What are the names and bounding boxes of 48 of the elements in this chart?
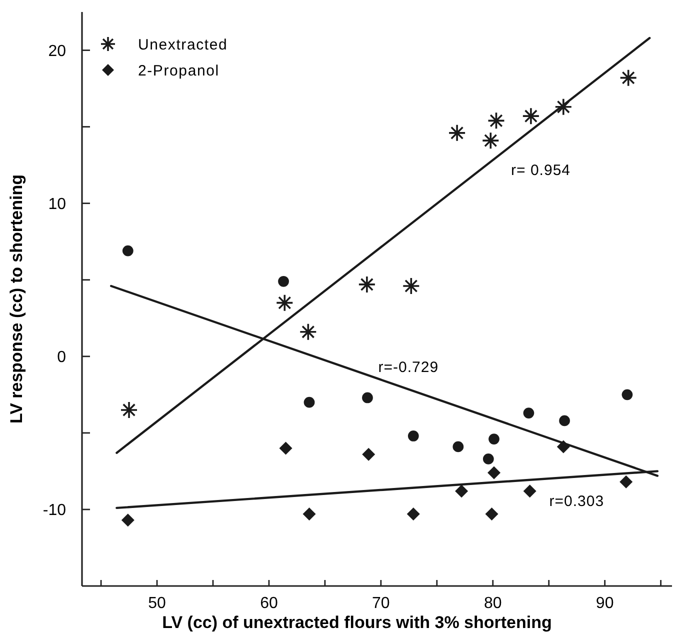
point [402,277,420,295]
legend-label: Unextracted [138,36,228,54]
point [448,124,466,142]
legend-label: 2-Propanol [138,62,220,80]
point [121,514,134,527]
x-axis-title: LV (cc) of unextracted flours with 3% shortening [162,613,552,632]
y-axis-title: LV response (cc) to shortening [7,174,26,424]
point [122,245,134,256]
annotation: r=0.303 [549,492,604,510]
point [299,323,318,341]
point [278,276,289,287]
point [523,484,536,498]
annotation: r= 0.954 [511,162,571,180]
point [620,475,633,488]
y-tick-label: 0 [57,349,66,366]
point [455,484,468,498]
point [559,415,570,426]
point [482,132,500,150]
point [406,508,420,521]
y-tick-label: 20 [48,42,66,60]
point [619,68,638,87]
point [362,392,373,404]
point [523,408,534,418]
annotation: r=-0.729 [378,359,439,376]
point [408,430,419,442]
point [452,441,464,452]
x-tick-label: 80 [484,595,502,612]
x-tick-label: 60 [260,595,278,612]
point [120,401,138,419]
x-tick-label: 70 [372,595,390,612]
point [302,508,316,521]
x-tick-label: 50 [148,595,166,612]
point [304,396,315,408]
y-tick-label: -10 [42,502,66,520]
point [488,434,500,444]
point [485,508,498,521]
point [554,98,572,116]
point [362,448,376,461]
point [522,107,540,125]
y-tick-label: 10 [48,196,66,213]
point [358,276,376,294]
point [276,294,294,312]
point [487,466,500,480]
point [622,389,633,400]
point [482,454,494,464]
point [487,112,506,130]
point [279,442,292,455]
x-tick-label: 90 [596,595,614,612]
